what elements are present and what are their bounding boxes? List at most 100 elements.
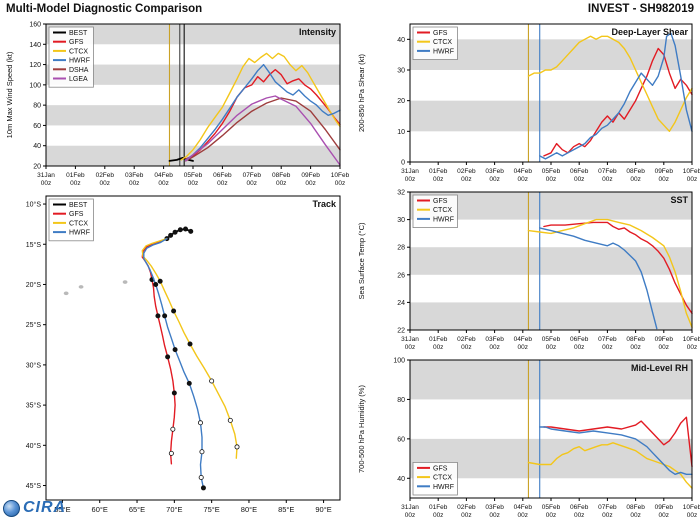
svg-text:20: 20 [397, 98, 405, 105]
svg-text:HWRF: HWRF [433, 216, 454, 223]
svg-text:160: 160 [29, 22, 41, 29]
track-marker [155, 313, 161, 319]
svg-text:GFS: GFS [69, 211, 84, 218]
track-marker [168, 450, 174, 456]
panel-title: SST [670, 195, 688, 205]
svg-text:CTCX: CTCX [69, 48, 88, 55]
svg-text:00z: 00z [489, 512, 499, 519]
track-marker [188, 228, 194, 234]
svg-text:80°E: 80°E [241, 505, 257, 514]
svg-text:00z: 00z [405, 176, 415, 183]
series-line-HWRF [184, 63, 341, 161]
island-marker [122, 280, 128, 284]
svg-text:30: 30 [397, 68, 405, 75]
svg-text:00z: 00z [574, 176, 584, 183]
svg-text:60°E: 60°E [92, 505, 108, 514]
svg-text:0: 0 [401, 160, 405, 167]
svg-text:08Feb: 08Feb [626, 504, 645, 511]
svg-text:00z: 00z [630, 344, 640, 351]
island-marker [78, 285, 84, 289]
svg-text:00z: 00z [574, 512, 584, 519]
svg-text:00z: 00z [546, 176, 556, 183]
band [410, 247, 692, 275]
series-line-CTCX [527, 35, 693, 133]
track-marker [197, 420, 203, 426]
svg-text:20: 20 [33, 164, 41, 171]
svg-text:60: 60 [397, 436, 405, 443]
band [410, 100, 692, 132]
track-marker [200, 485, 206, 491]
svg-text:80: 80 [33, 103, 41, 110]
track-marker [153, 281, 159, 287]
series-line-HWRF [538, 426, 693, 476]
svg-text:31Jan: 31Jan [401, 504, 419, 511]
svg-text:55°E: 55°E [54, 505, 70, 514]
legend: GFS CTCX HWRF [412, 26, 458, 60]
svg-text:75°E: 75°E [203, 505, 219, 514]
svg-text:01Feb: 01Feb [66, 172, 85, 179]
svg-text:10°S: 10°S [26, 201, 42, 209]
svg-text:01Feb: 01Feb [429, 336, 448, 343]
svg-text:00z: 00z [574, 344, 584, 351]
y-axis-label: 700-500 hPa Humidity (%) [357, 385, 366, 473]
svg-text:10Feb: 10Feb [331, 172, 350, 179]
svg-text:02Feb: 02Feb [457, 168, 476, 175]
svg-text:00z: 00z [129, 180, 139, 187]
track-marker [162, 313, 168, 319]
y-axis: 10°S 15°S 20°S 25°S 30°S 35°S 40°S 45°S [26, 201, 46, 490]
svg-text:05Feb: 05Feb [542, 504, 561, 511]
svg-text:06Feb: 06Feb [570, 336, 589, 343]
svg-text:00z: 00z [433, 512, 443, 519]
series-line-CTCX [527, 442, 693, 489]
svg-text:HWRF: HWRF [69, 58, 90, 65]
svg-text:GFS: GFS [69, 39, 84, 46]
svg-text:40: 40 [397, 476, 405, 483]
track-marker [171, 308, 177, 314]
svg-text:00z: 00z [461, 512, 471, 519]
series-line-BEST [168, 156, 194, 162]
svg-text:00z: 00z [546, 512, 556, 519]
svg-text:01Feb: 01Feb [429, 168, 448, 175]
svg-text:03Feb: 03Feb [485, 168, 504, 175]
svg-text:06Feb: 06Feb [213, 172, 232, 179]
y-axis-label: 10m Max Wind Speed (kt) [5, 51, 14, 138]
page-title-right: INVEST - SH982019 [587, 3, 694, 15]
svg-text:04Feb: 04Feb [514, 168, 533, 175]
track-marker [177, 227, 183, 233]
series-line-CTCX [141, 237, 238, 459]
svg-text:32: 32 [397, 190, 405, 197]
svg-text:00z: 00z [687, 512, 697, 519]
track-marker [172, 347, 178, 353]
svg-text:HWRF: HWRF [433, 48, 454, 55]
svg-text:70°E: 70°E [166, 505, 182, 514]
svg-text:00z: 00z [687, 344, 697, 351]
svg-text:03Feb: 03Feb [485, 504, 504, 511]
svg-text:00z: 00z [305, 180, 315, 187]
svg-text:00z: 00z [489, 344, 499, 351]
svg-text:22: 22 [397, 328, 405, 335]
svg-text:100: 100 [393, 358, 405, 365]
svg-text:07Feb: 07Feb [598, 168, 617, 175]
svg-text:06Feb: 06Feb [570, 504, 589, 511]
series-line-GFS [141, 237, 176, 465]
legend: GFS CTCX HWRF [412, 194, 458, 228]
svg-text:09Feb: 09Feb [655, 504, 674, 511]
svg-text:08Feb: 08Feb [626, 168, 645, 175]
svg-text:06Feb: 06Feb [570, 168, 589, 175]
svg-text:00z: 00z [630, 512, 640, 519]
svg-text:00z: 00z [687, 176, 697, 183]
series-line-GFS [184, 68, 341, 160]
x-axis: 31Jan00z01Feb00z02Feb00z03Feb00z04Feb00z… [401, 330, 700, 351]
svg-text:04Feb: 04Feb [514, 336, 533, 343]
cira-logo-text: CIRA [23, 499, 67, 516]
y-axis: 40 60 80 100 [393, 358, 410, 483]
svg-text:100: 100 [29, 82, 41, 89]
svg-text:00z: 00z [70, 180, 80, 187]
svg-text:00z: 00z [433, 176, 443, 183]
track-marker [172, 229, 178, 235]
deep-layer-shear-chart: 01020304031Jan00z01Feb00z02Feb00z03Feb00… [357, 23, 700, 183]
y-axis: 0 10 20 30 40 [397, 37, 410, 167]
series-line-HWRF [143, 237, 205, 489]
svg-text:04Feb: 04Feb [514, 504, 533, 511]
band [410, 302, 692, 330]
